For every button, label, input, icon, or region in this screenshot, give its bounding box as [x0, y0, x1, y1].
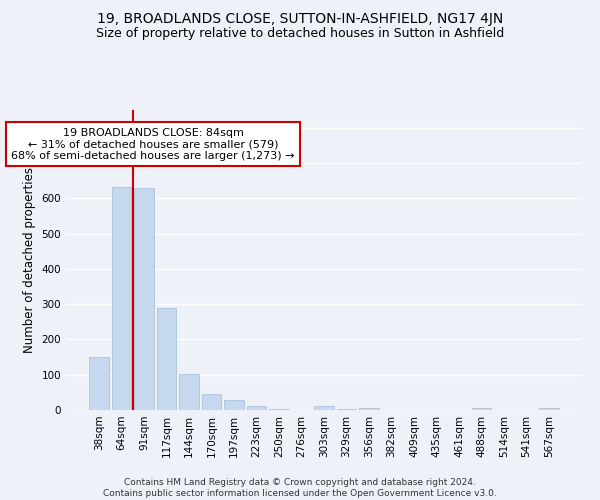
Bar [89, 357, 109, 410]
Bar [539, 408, 559, 410]
Text: Size of property relative to detached houses in Sutton in Ashfield: Size of property relative to detached ho… [96, 28, 504, 40]
Bar [224, 400, 244, 410]
Bar [472, 408, 491, 410]
Bar [134, 188, 154, 410]
Bar [337, 408, 356, 410]
Text: Contains HM Land Registry data © Crown copyright and database right 2024.
Contai: Contains HM Land Registry data © Crown c… [103, 478, 497, 498]
Bar [247, 406, 266, 410]
Bar [314, 406, 334, 410]
Bar [202, 394, 221, 410]
Bar [157, 308, 176, 410]
Y-axis label: Number of detached properties: Number of detached properties [23, 167, 36, 353]
Bar [112, 187, 131, 410]
Text: 19 BROADLANDS CLOSE: 84sqm
← 31% of detached houses are smaller (579)
68% of sem: 19 BROADLANDS CLOSE: 84sqm ← 31% of deta… [11, 128, 295, 161]
Bar [359, 408, 379, 410]
Bar [179, 374, 199, 410]
Text: 19, BROADLANDS CLOSE, SUTTON-IN-ASHFIELD, NG17 4JN: 19, BROADLANDS CLOSE, SUTTON-IN-ASHFIELD… [97, 12, 503, 26]
